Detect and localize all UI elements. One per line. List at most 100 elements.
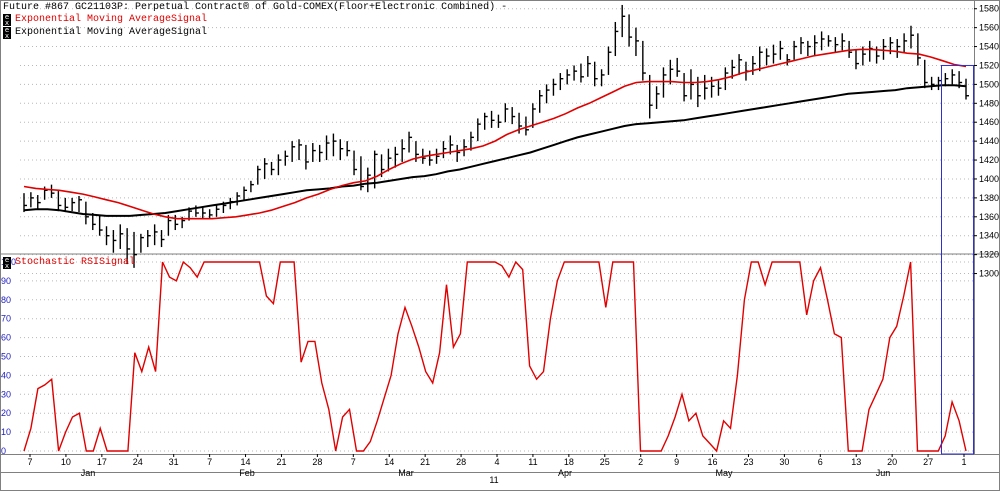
ohlc-bar	[752, 56, 756, 75]
ohlc-bar	[140, 233, 144, 253]
ohlc-bar	[882, 38, 887, 60]
ohlc-bar	[30, 192, 34, 208]
legend-ema-slow-label: Exponential Moving AverageSignal	[15, 27, 208, 38]
ohlc-bar	[580, 63, 584, 83]
ohlc-bar	[23, 193, 27, 213]
ohlc-bar	[552, 78, 557, 96]
stoch-tick-label: 60	[1, 333, 11, 343]
ohlc-bar	[98, 214, 103, 236]
ohlc-bar	[738, 54, 743, 75]
ohlc-bar	[236, 192, 241, 206]
ohlc-bar	[903, 33, 908, 53]
ohlc-bar	[772, 44, 777, 64]
ohlc-bar	[318, 144, 323, 162]
stoch-tick-label: 80	[1, 295, 11, 305]
ohlc-bar	[153, 224, 158, 246]
ohlc-bar	[814, 35, 818, 57]
price-tick-label: 1420	[979, 155, 999, 165]
ohlc-bar	[92, 213, 96, 231]
date-tick-label: 21	[420, 457, 430, 467]
price-tick-label: 1460	[979, 117, 999, 127]
stoch-gridlines	[20, 261, 974, 452]
date-tick-label: 7	[351, 457, 356, 467]
date-tick-label: 7	[27, 457, 32, 467]
ohlc-bar	[690, 69, 694, 100]
ohlc-bar	[683, 73, 688, 102]
ohlc-bar	[635, 27, 639, 57]
ohlc-bar	[917, 33, 921, 66]
ohlc-bar	[353, 150, 358, 176]
ohlc-bar	[669, 59, 674, 85]
ohlc-bar	[628, 14, 633, 47]
ohlc-bar	[463, 139, 468, 157]
ohlc-bar	[325, 135, 330, 161]
ohlc-bar	[50, 184, 55, 198]
price-gridlines	[20, 8, 974, 275]
ohlc-bar	[642, 40, 646, 81]
stoch-tick-label: 30	[1, 389, 11, 399]
ohlc-bar	[573, 65, 578, 81]
date-tick-label: 17	[97, 457, 107, 467]
stoch-tick-label: 10	[1, 427, 11, 437]
ohlc-bar	[167, 214, 172, 236]
ohlc-bar	[965, 78, 969, 100]
date-tick-label: 20	[887, 457, 897, 467]
ohlc-bar	[655, 86, 660, 109]
ohlc-bar	[511, 107, 516, 125]
ohlc-bar	[160, 230, 165, 248]
date-tick-label: 28	[312, 457, 322, 467]
price-tick-label: 1320	[979, 250, 999, 260]
ohlc-bar	[408, 131, 413, 153]
price-tick-label: 1480	[979, 98, 999, 108]
ohlc-bar	[483, 112, 488, 130]
ohlc-bar	[243, 186, 248, 200]
price-axis: 1580 1560 1540 1520 1500 1480 1460 1440 1420 1400…	[974, 4, 999, 279]
ema-lines	[23, 48, 967, 220]
ohlc-bar	[504, 103, 509, 123]
cursor-rectangle[interactable]	[941, 64, 974, 455]
ohlc-bar	[600, 69, 605, 87]
ohlc-bar	[676, 57, 681, 77]
ohlc-bar	[786, 54, 791, 66]
date-tick-label: 1	[961, 457, 966, 467]
ohlc-bar	[57, 190, 62, 212]
ohlc-bar	[497, 114, 502, 128]
ohlc-bar	[291, 141, 296, 162]
ohlc-bar	[263, 158, 268, 179]
price-tick-label: 1520	[979, 60, 999, 70]
ohlc-bar	[841, 33, 846, 51]
date-tick-label: 16	[708, 457, 718, 467]
period-label: 11	[489, 475, 498, 485]
ohlc-bar	[470, 131, 474, 151]
ohlc-bar	[133, 231, 138, 268]
ohlc-bar	[944, 73, 949, 87]
ohlc-bar	[449, 135, 454, 155]
price-tick-label: 1540	[979, 42, 999, 52]
date-tick-label: 25	[600, 457, 610, 467]
ohlc-bar	[793, 40, 798, 60]
stoch-tick-label: 50	[1, 352, 11, 362]
legend-ema-fast-label: Exponential Moving AverageSignal	[15, 14, 208, 25]
cursor-box[interactable]	[941, 64, 974, 455]
ohlc-bar	[277, 154, 282, 176]
ohlc-bar	[896, 38, 901, 58]
ohlc-bar	[339, 139, 344, 161]
price-tick-label: 1360	[979, 212, 999, 222]
stoch-axis: 0102030405060708090100	[1, 257, 16, 456]
date-axis: 7 10 17 24 31 7 14 21 28 7 14 21 28 4 11 18 25 2 9 16 23 30 6 1…	[27, 454, 967, 485]
ohlc-bar	[855, 50, 859, 70]
price-tick-label: 1560	[979, 23, 999, 33]
ema-slow-line	[23, 84, 967, 217]
ohlc-bar	[250, 180, 254, 193]
ohlc-bar	[477, 118, 481, 142]
